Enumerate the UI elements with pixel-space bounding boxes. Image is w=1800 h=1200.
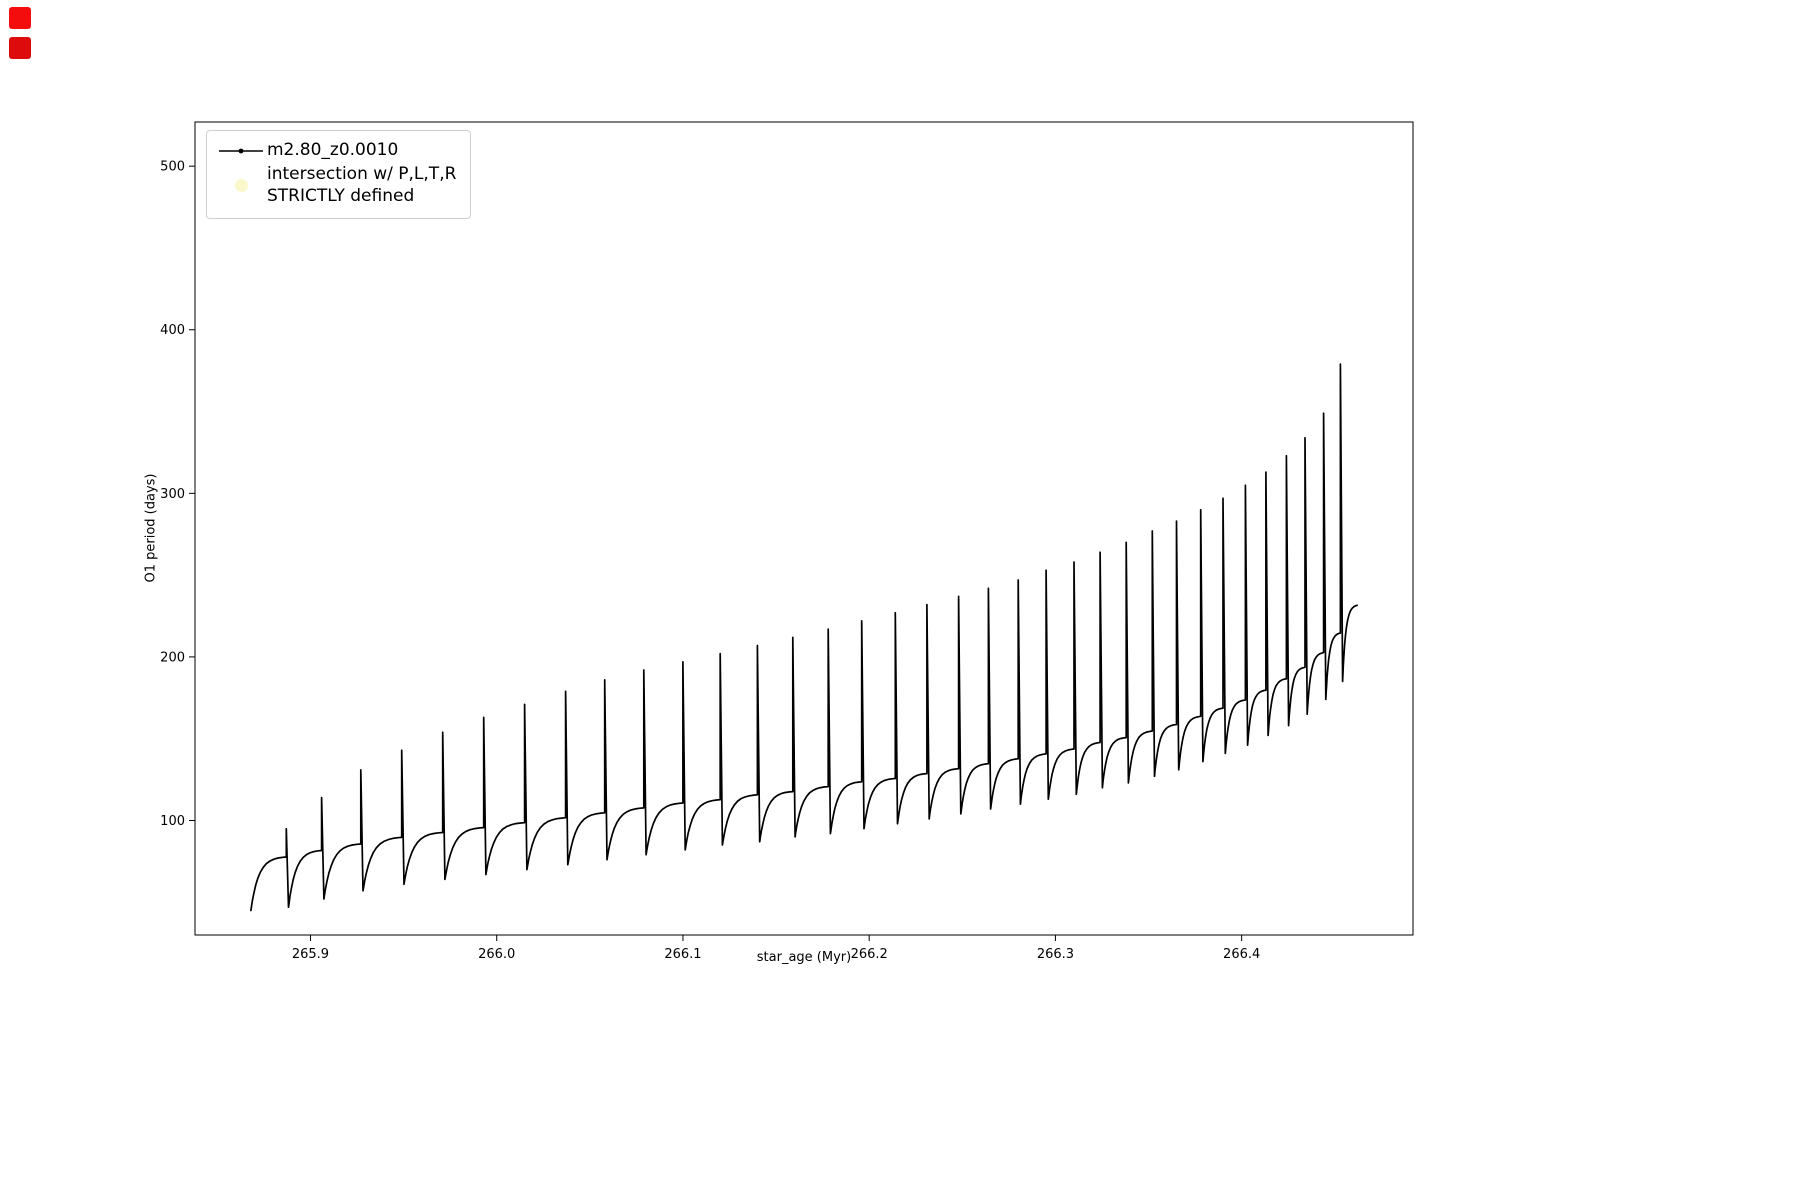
svg-text:400: 400 bbox=[160, 323, 185, 338]
line-dot-marker-icon bbox=[215, 145, 267, 157]
svg-text:266.2: 266.2 bbox=[851, 947, 888, 962]
legend-label-intersection: intersection w/ P,L,T,R STRICTLY defined bbox=[267, 164, 456, 208]
legend-label-series: m2.80_z0.0010 bbox=[267, 140, 399, 160]
svg-text:266.0: 266.0 bbox=[478, 947, 515, 962]
svg-text:300: 300 bbox=[160, 487, 185, 502]
red-marker-top-icon bbox=[9, 7, 31, 29]
legend-entry-series: m2.80_z0.0010 bbox=[215, 140, 456, 162]
intersection-dot-marker-icon bbox=[215, 179, 267, 192]
red-marker-bottom-icon bbox=[9, 37, 31, 59]
svg-text:265.9: 265.9 bbox=[292, 947, 329, 962]
legend: m2.80_z0.0010 intersection w/ P,L,T,R ST… bbox=[206, 130, 472, 220]
x-axis-label: star_age (Myr) bbox=[756, 950, 852, 965]
svg-text:266.1: 266.1 bbox=[664, 947, 701, 962]
svg-text:200: 200 bbox=[160, 650, 185, 665]
y-axis-label: O1 period (days) bbox=[143, 473, 159, 583]
svg-text:500: 500 bbox=[160, 160, 185, 175]
legend-label-intersection-line1: intersection w/ P,L,T,R bbox=[267, 163, 457, 184]
legend-entry-intersection: intersection w/ P,L,T,R STRICTLY defined bbox=[215, 164, 456, 208]
legend-label-intersection-line2: STRICTLY defined bbox=[267, 185, 415, 206]
svg-text:100: 100 bbox=[160, 814, 185, 829]
svg-text:266.3: 266.3 bbox=[1037, 947, 1074, 962]
svg-text:266.4: 266.4 bbox=[1223, 947, 1260, 962]
